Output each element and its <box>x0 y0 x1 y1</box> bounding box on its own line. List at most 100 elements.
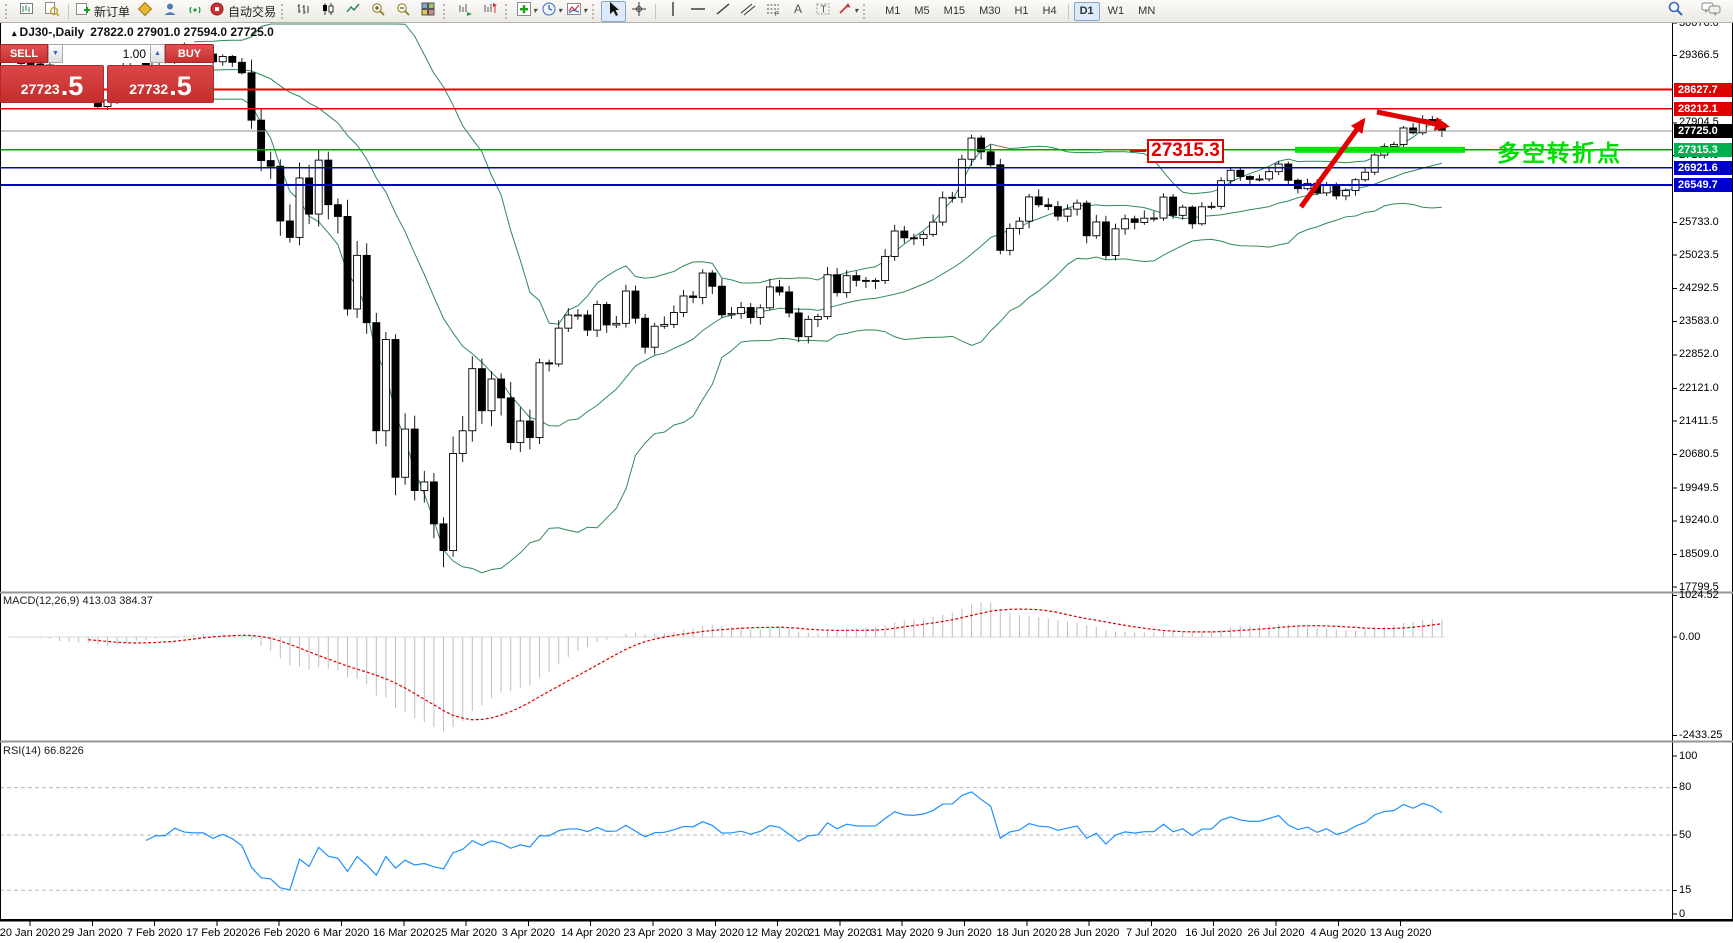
text-label-button[interactable]: T <box>810 1 835 22</box>
timeframe-button-h4[interactable]: H4 <box>1042 5 1057 17</box>
zoom-out-button[interactable] <box>390 1 415 22</box>
tile-windows-button[interactable] <box>415 1 440 22</box>
buy-price-pips: .5 <box>169 71 192 101</box>
date-label: 7 Jul 2020 <box>1126 927 1177 939</box>
zoom-in-button[interactable] <box>365 1 390 22</box>
new-chart-icon <box>19 1 35 22</box>
timeframe-button-m5[interactable]: M5 <box>914 5 930 17</box>
cursor-icon <box>606 1 622 22</box>
profiles-button[interactable] <box>39 1 64 22</box>
timeframe-button-d1[interactable]: D1 <box>1073 1 1100 21</box>
bar-chart-button[interactable] <box>290 1 315 22</box>
auto-scroll-icon <box>457 1 473 22</box>
fibonacci-button[interactable]: F <box>760 1 785 22</box>
indicators-button[interactable]: ▾ <box>514 1 539 22</box>
price-tick-label: 19240.0 <box>1679 514 1719 527</box>
autotrading-button[interactable]: 自动交易 <box>207 1 278 22</box>
horizontal-line-icon <box>690 1 706 22</box>
date-label: 31 May 2020 <box>870 927 934 939</box>
auto-scroll-button[interactable] <box>452 1 477 22</box>
periods-button[interactable]: ▾ <box>539 1 564 22</box>
buy-price[interactable]: 27732 .5 <box>107 65 214 103</box>
toolbar-right-icons <box>1663 1 1733 22</box>
timeframe-button-m1[interactable]: M1 <box>885 5 901 17</box>
date-label: 7 Feb 2020 <box>126 927 183 939</box>
timeframe-button-w1[interactable]: W1 <box>1107 5 1125 17</box>
toolbar-drag-handle <box>5 3 10 19</box>
price-tick-label: 18509.0 <box>1679 547 1719 560</box>
timeframe-button-m15[interactable]: M15 <box>943 5 966 17</box>
timeframe-button-mn[interactable]: MN <box>1138 5 1156 17</box>
price-tick-label: 21411.5 <box>1679 414 1718 427</box>
channel-button[interactable] <box>735 1 760 22</box>
indicators-icon <box>516 1 532 22</box>
price-tick-label: 24292.5 <box>1679 282 1719 295</box>
one-click-trading-panel: SELL ▼ ▲ BUY 27723 .5 27732 .5 <box>0 44 214 103</box>
date-label: 18 Jun 2020 <box>996 927 1058 939</box>
timeframe-button-m30[interactable]: M30 <box>979 5 1001 17</box>
chart-shift-button[interactable] <box>477 1 502 22</box>
signals-button[interactable] <box>182 1 207 22</box>
volume-decrease-button[interactable]: ▼ <box>48 44 63 63</box>
dropdown-caret-icon: ▾ <box>583 6 588 15</box>
date-label: 6 Mar 2020 <box>313 927 370 939</box>
vertical-line-icon <box>665 1 681 22</box>
date-label: 29 Jan 2020 <box>62 927 123 939</box>
arrows-tool-button[interactable]: ▾ <box>835 1 860 22</box>
date-label: 26 Feb 2020 <box>248 927 311 939</box>
new-order-label: 新订单 <box>94 4 131 19</box>
price-tick-label: 25733.0 <box>1679 216 1719 229</box>
text-button[interactable]: A <box>785 1 810 22</box>
price-badge: 26921.6 <box>1674 160 1732 175</box>
zoom-in-icon <box>370 1 386 22</box>
community-button[interactable] <box>157 1 182 22</box>
svg-text:T: T <box>820 4 826 15</box>
dropdown-caret-icon: ▾ <box>558 6 563 15</box>
community-icon <box>162 1 178 22</box>
chat-button[interactable] <box>1698 1 1723 22</box>
price-tick-label: 22121.0 <box>1679 381 1719 394</box>
date-label: 12 May 2020 <box>745 927 810 939</box>
toolbar-drag-handle <box>443 3 448 19</box>
crosshair-button[interactable] <box>626 1 651 22</box>
dropdown-caret-icon: ▾ <box>533 6 538 15</box>
dropdown-caret-icon: ▾ <box>854 6 859 15</box>
buy-button[interactable]: BUY <box>165 44 214 63</box>
new-chart-button[interactable] <box>14 1 39 22</box>
cursor-button[interactable] <box>601 0 627 22</box>
price-tick-label: 22852.0 <box>1679 348 1719 361</box>
volume-increase-button[interactable]: ▲ <box>150 44 165 63</box>
toolbar-separator <box>68 3 69 19</box>
macd-main-value: 413.03 <box>82 595 117 607</box>
volume-field-wrap <box>63 44 150 63</box>
price-tick-label: 20680.5 <box>1679 448 1719 461</box>
templates-button[interactable]: ▾ <box>564 1 589 22</box>
buy-price-main: 27732 <box>129 81 169 97</box>
horizontal-line-button[interactable] <box>685 1 710 22</box>
macd-scale-label: 1024.52 <box>1679 589 1719 601</box>
rsi-scale-label: 0 <box>1679 907 1686 920</box>
fibonacci-icon: F <box>765 1 781 22</box>
date-label: 26 Jul 2020 <box>1247 927 1305 939</box>
volume-input[interactable] <box>63 45 150 63</box>
line-chart-button[interactable] <box>340 1 365 22</box>
autotrading-icon <box>209 1 225 22</box>
search-button[interactable] <box>1663 1 1688 22</box>
new-order-button[interactable]: 新订单 <box>73 1 132 22</box>
vertical-line-button[interactable] <box>660 1 685 22</box>
sell-button[interactable]: SELL <box>0 44 48 63</box>
price-tick-label: 17799.5 <box>1679 580 1719 593</box>
crosshair-icon <box>631 1 647 22</box>
svg-text:A: A <box>794 2 802 16</box>
trendline-button[interactable] <box>710 1 735 22</box>
candlestick-chart-button[interactable] <box>315 1 340 22</box>
line-chart-icon <box>345 1 361 22</box>
text-icon: A <box>790 1 806 22</box>
note-text: 多空转折点 <box>1497 140 1622 166</box>
timeframe-button-h1[interactable]: H1 <box>1014 5 1029 17</box>
metaeditor-button[interactable] <box>132 1 157 22</box>
autotrading-label: 自动交易 <box>228 4 277 19</box>
sell-price[interactable]: 27723 .5 <box>0 65 104 103</box>
